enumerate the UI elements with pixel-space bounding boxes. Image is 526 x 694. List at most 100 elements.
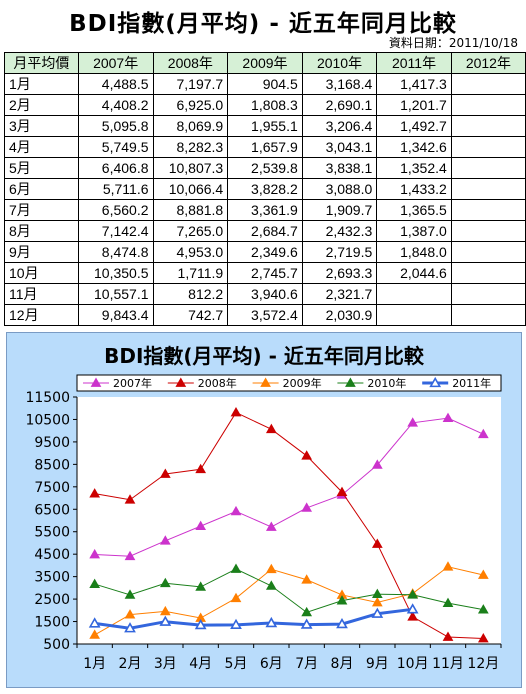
legend-marker	[345, 377, 356, 387]
value-cell: 8,282.3	[152, 136, 229, 158]
value-cell: 3,168.4	[301, 73, 378, 95]
data-point	[477, 428, 489, 439]
value-cell	[450, 304, 526, 326]
value-cell: 10,807.3	[152, 157, 229, 179]
value-cell: 2,690.1	[301, 94, 378, 116]
data-point	[477, 633, 489, 643]
value-cell: 1,387.0	[376, 220, 452, 242]
data-point	[230, 592, 242, 603]
chart-series	[88, 407, 489, 643]
month-cell: 3月	[4, 115, 79, 137]
month-cell: 9月	[4, 241, 79, 263]
y-tick-label: 10500	[25, 412, 70, 428]
value-cell: 3,828.2	[227, 178, 303, 200]
data-point	[265, 616, 278, 628]
value-cell: 7,197.7	[152, 73, 229, 95]
data-point	[371, 588, 383, 599]
x-tick-label: 5月	[225, 656, 248, 672]
data-point	[477, 569, 489, 579]
value-cell	[450, 115, 526, 137]
value-cell: 8,881.8	[152, 199, 229, 221]
legend-marker	[429, 376, 442, 388]
value-cell: 6,925.0	[152, 94, 229, 116]
value-cell	[450, 220, 526, 242]
month-cell: 12月	[4, 304, 79, 326]
header-cell: 2010年	[301, 52, 378, 74]
value-cell: 812.2	[152, 283, 229, 305]
chart-title: BDI指數(月平均) - 近五年同月比較	[104, 344, 425, 368]
month-cell: 7月	[4, 199, 79, 221]
value-cell: 6,560.2	[77, 199, 154, 221]
chart-axes: 500 1500 2500 3500 4500 5500 6500 7500 8500 9500 1…	[25, 390, 502, 672]
value-cell: 1,848.0	[376, 241, 452, 263]
value-cell	[450, 199, 526, 221]
series-line	[94, 607, 413, 630]
page-title: BDI指數(月平均) - 近五年同月比較	[69, 11, 457, 37]
chart-panel: BDI指數(月平均) - 近五年同月比較 2007年 2008年 2009年 2010…	[6, 332, 522, 688]
value-cell: 2,684.7	[227, 220, 303, 242]
x-tick-label: 1月	[83, 656, 106, 672]
table-row: 6月 5,711.6 10,066.4 3,828.2 3,088.0 1,433.2	[4, 178, 526, 200]
data-point	[124, 609, 136, 619]
value-cell: 2,745.7	[227, 262, 303, 284]
table-row: 7月 6,560.2 8,881.8 3,361.9 1,909.7 1,365.5	[4, 199, 526, 221]
value-cell: 1,352.4	[376, 157, 452, 179]
value-cell: 8,474.8	[77, 241, 154, 263]
y-tick-label: 6500	[34, 502, 70, 518]
month-cell: 5月	[4, 157, 79, 179]
value-cell: 10,557.1	[77, 283, 154, 305]
value-cell: 2,321.7	[301, 283, 378, 305]
month-cell: 4月	[4, 136, 79, 158]
value-cell: 1,342.6	[376, 136, 452, 158]
data-point	[159, 605, 171, 616]
data-point	[124, 622, 136, 633]
value-cell: 3,206.4	[301, 115, 378, 137]
data-point	[124, 589, 136, 599]
data-date: 資料日期：2011/10/18	[388, 36, 518, 50]
data-point	[89, 578, 101, 588]
x-tick-label: 4月	[189, 656, 212, 672]
value-cell: 1,808.3	[227, 94, 303, 116]
y-tick-label: 1500	[34, 615, 70, 631]
value-cell: 4,488.5	[77, 73, 154, 95]
table-body: 1月 4,488.5 7,197.7 904.5 3,168.4 1,417.3 2月 4,4…	[4, 73, 526, 326]
y-tick-label: 4500	[34, 547, 70, 563]
header-cell: 月平均價	[4, 52, 79, 74]
value-cell: 5,095.8	[77, 115, 154, 137]
data-point	[371, 596, 383, 607]
value-cell	[450, 73, 526, 95]
data-point	[265, 580, 277, 590]
data-point	[442, 412, 454, 423]
value-cell: 5,749.5	[77, 136, 154, 158]
value-cell: 3,088.0	[301, 178, 378, 200]
value-cell: 2,719.5	[301, 241, 378, 263]
x-tick-label: 11月	[432, 656, 464, 672]
data-point	[230, 505, 242, 516]
data-point	[407, 417, 419, 427]
data-point	[195, 520, 207, 530]
x-tick-label: 9月	[366, 656, 389, 672]
data-point	[477, 604, 489, 614]
value-cell: 1,711.9	[152, 262, 229, 284]
data-point	[159, 468, 171, 478]
data-point	[124, 494, 136, 504]
x-tick-label: 8月	[331, 656, 354, 672]
value-cell: 1,417.3	[376, 73, 452, 95]
value-cell: 2,030.9	[301, 304, 378, 326]
table-row: 12月 9,843.4 742.7 3,572.4 2,030.9	[4, 304, 526, 326]
value-cell: 5,711.6	[77, 178, 154, 200]
value-cell	[450, 241, 526, 263]
x-tick-label: 3月	[154, 656, 177, 672]
data-point	[371, 538, 383, 548]
value-cell	[450, 94, 526, 116]
legend-label: 2009年	[283, 376, 322, 390]
value-cell: 2,044.6	[376, 262, 452, 284]
x-tick-label: 12月	[467, 656, 499, 672]
header-cell: 2008年	[152, 52, 229, 74]
x-tick-label: 2月	[119, 656, 142, 672]
value-cell: 1,657.9	[227, 136, 303, 158]
legend-label: 2011年	[452, 376, 491, 390]
data-point	[301, 450, 313, 460]
value-cell: 10,066.4	[152, 178, 229, 200]
table-header-row: 月平均價 2007年 2008年 2009年 2010年 2011年 2012年	[4, 52, 526, 74]
